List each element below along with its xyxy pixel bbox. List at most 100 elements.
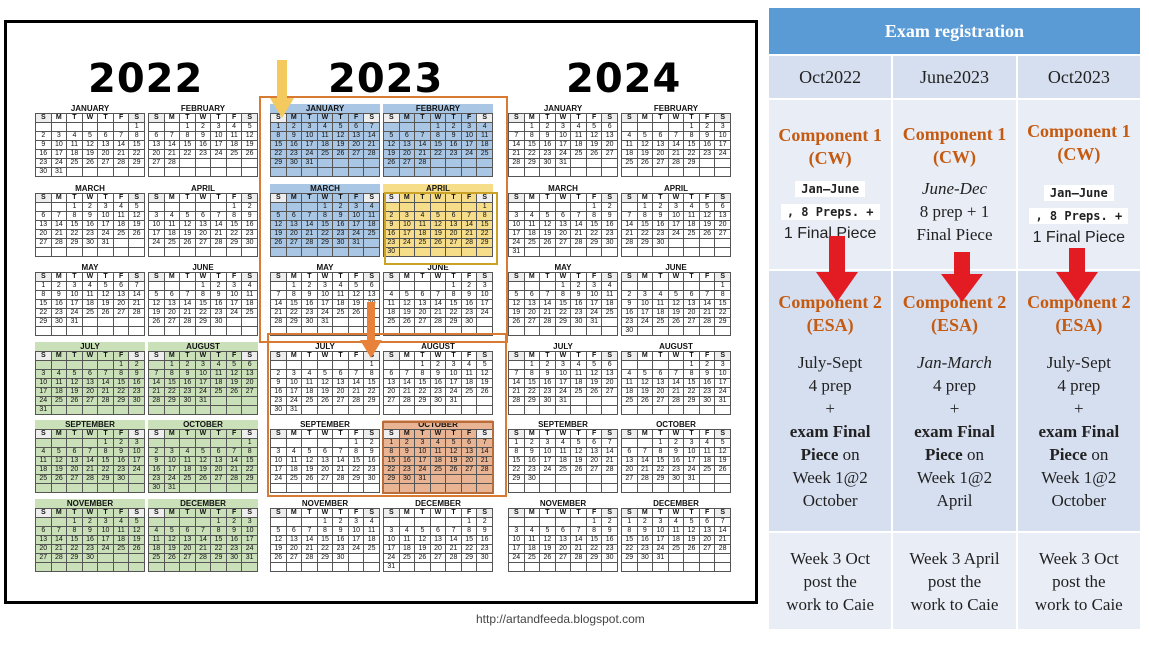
day-cell: [460, 562, 478, 572]
day-cell: [50, 405, 68, 415]
day-cell: [347, 247, 365, 257]
weekday-header: T: [97, 193, 114, 203]
day-cell: 5: [636, 369, 654, 379]
weekday-header: S: [128, 429, 145, 439]
day-cell: [621, 438, 638, 448]
day-cell: 4: [652, 290, 669, 300]
day-cell: 8: [163, 369, 181, 379]
weekday-header: W: [554, 429, 572, 439]
day-cell: 14: [698, 299, 716, 309]
day-cell: [508, 202, 525, 212]
weekday-header: F: [225, 193, 243, 203]
day-cell: 16: [652, 220, 669, 230]
day-cell: 15: [241, 456, 258, 466]
day-cell: 24: [652, 544, 669, 554]
day-cell: 21: [210, 229, 227, 239]
day-cell: 20: [285, 229, 303, 239]
day-cell: 15: [585, 535, 603, 545]
day-cell: 19: [636, 149, 654, 159]
day-cell: 22: [35, 308, 52, 318]
day-cell: 14: [508, 378, 525, 388]
day-cell: [112, 317, 130, 327]
weekday-header: M: [50, 351, 68, 361]
weekday-header: S: [148, 351, 165, 361]
day-cell: 5: [570, 438, 587, 448]
day-cell: 18: [332, 299, 349, 309]
day-cell: 9: [636, 526, 654, 536]
month-title: JULY: [315, 342, 335, 351]
day-cell: 4: [667, 517, 685, 527]
day-cell: 19: [636, 387, 654, 397]
day-cell: [148, 405, 165, 415]
day-cell: [241, 483, 258, 493]
day-cell: [476, 317, 493, 327]
day-cell: 11: [621, 378, 638, 388]
weekday-header: W: [194, 429, 212, 439]
day-cell: 16: [332, 535, 349, 545]
day-cell: 13: [585, 447, 603, 457]
day-cell: [210, 405, 227, 415]
day-cell: 21: [301, 229, 318, 239]
month-march-2023: MARCH S M T W T F S 1 2 3 4 5 6 7 8 9 10 11 12 13 14 15 16 17 18 1…: [270, 184, 380, 257]
day-cell: 22: [429, 149, 447, 159]
day-cell: 1: [585, 517, 603, 527]
day-cell: [585, 474, 603, 484]
day-cell: 20: [241, 378, 258, 388]
day-cell: [445, 517, 462, 527]
day-cell: 3: [163, 447, 181, 457]
submission-week: Week 3 Oct: [790, 548, 871, 568]
day-cell: [667, 247, 685, 257]
weekday-header: T: [97, 508, 114, 518]
component1-period: Jan–June: [795, 181, 866, 197]
day-cell: 30: [570, 317, 587, 327]
day-cell: [554, 562, 572, 572]
day-cell: 21: [97, 387, 114, 397]
day-cell: 27: [414, 317, 431, 327]
day-cell: 9: [148, 456, 165, 466]
day-cell: 27: [698, 544, 716, 554]
day-cell: 24: [714, 387, 731, 397]
weekday-header: S: [383, 113, 400, 123]
day-cell: 5: [194, 447, 212, 457]
weekday-header: T: [332, 193, 349, 203]
day-cell: 9: [332, 526, 349, 536]
day-cell: 18: [570, 140, 587, 150]
month-august-2024: AUGUST S M T W T F S 1 2 3 4 5 6 7 8 9 10 11 12 13 14 15 16 17 18…: [621, 342, 731, 415]
day-cell: [112, 553, 130, 563]
weekday-header: F: [698, 113, 716, 123]
day-cell: 3: [554, 122, 572, 132]
day-cell: [698, 326, 716, 336]
day-cell: [97, 167, 114, 177]
weekday-header: T: [332, 508, 349, 518]
day-cell: 11: [363, 211, 380, 221]
day-cell: 5: [128, 517, 145, 527]
day-cell: 14: [667, 378, 685, 388]
day-cell: 24: [714, 149, 731, 159]
day-cell: 5: [66, 369, 83, 379]
day-cell: 10: [652, 526, 669, 536]
day-cell: [81, 247, 99, 257]
day-cell: 15: [383, 456, 400, 466]
weekday-header: T: [66, 351, 83, 361]
day-cell: 5: [50, 447, 68, 457]
day-cell: 21: [148, 387, 165, 397]
day-cell: 21: [429, 308, 447, 318]
day-cell: 7: [128, 281, 145, 291]
day-cell: 25: [570, 387, 587, 397]
day-cell: 20: [714, 220, 731, 230]
day-cell: 13: [683, 299, 700, 309]
day-cell: 13: [35, 220, 52, 230]
month-title: APRIL: [426, 184, 450, 193]
day-cell: [570, 405, 587, 415]
day-cell: 11: [570, 131, 587, 141]
month-title: APRIL: [664, 184, 688, 193]
day-cell: 27: [194, 238, 212, 248]
day-cell: 30: [398, 474, 416, 484]
day-cell: 28: [225, 474, 243, 484]
day-cell: 1: [683, 360, 700, 370]
day-cell: 7: [50, 526, 68, 536]
day-cell: 1: [128, 122, 145, 132]
day-cell: 6: [683, 290, 700, 300]
day-cell: 24: [148, 238, 165, 248]
